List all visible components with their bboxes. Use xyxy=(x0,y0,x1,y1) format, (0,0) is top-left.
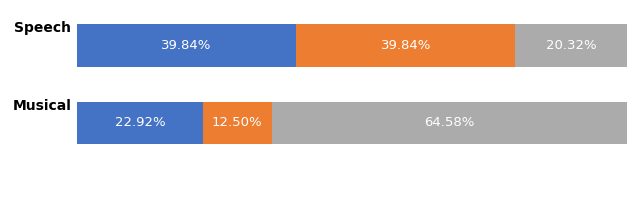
Bar xyxy=(77,25,296,67)
Text: Musical: Musical xyxy=(12,99,71,113)
Text: 12.50%: 12.50% xyxy=(212,117,262,129)
Text: 39.84%: 39.84% xyxy=(381,39,431,52)
Bar xyxy=(203,102,272,144)
Bar xyxy=(272,102,627,144)
Text: Speech: Speech xyxy=(14,21,71,35)
Text: 22.92%: 22.92% xyxy=(115,117,165,129)
Text: 20.32%: 20.32% xyxy=(546,39,596,52)
Text: 64.58%: 64.58% xyxy=(424,117,475,129)
Bar xyxy=(77,102,203,144)
Text: 39.84%: 39.84% xyxy=(161,39,212,52)
Bar xyxy=(515,25,627,67)
Legend: HiFi-GAN, NP, DDSP-HooliGAN: HiFi-GAN, NP, DDSP-HooliGAN xyxy=(225,216,479,219)
Bar xyxy=(296,25,515,67)
